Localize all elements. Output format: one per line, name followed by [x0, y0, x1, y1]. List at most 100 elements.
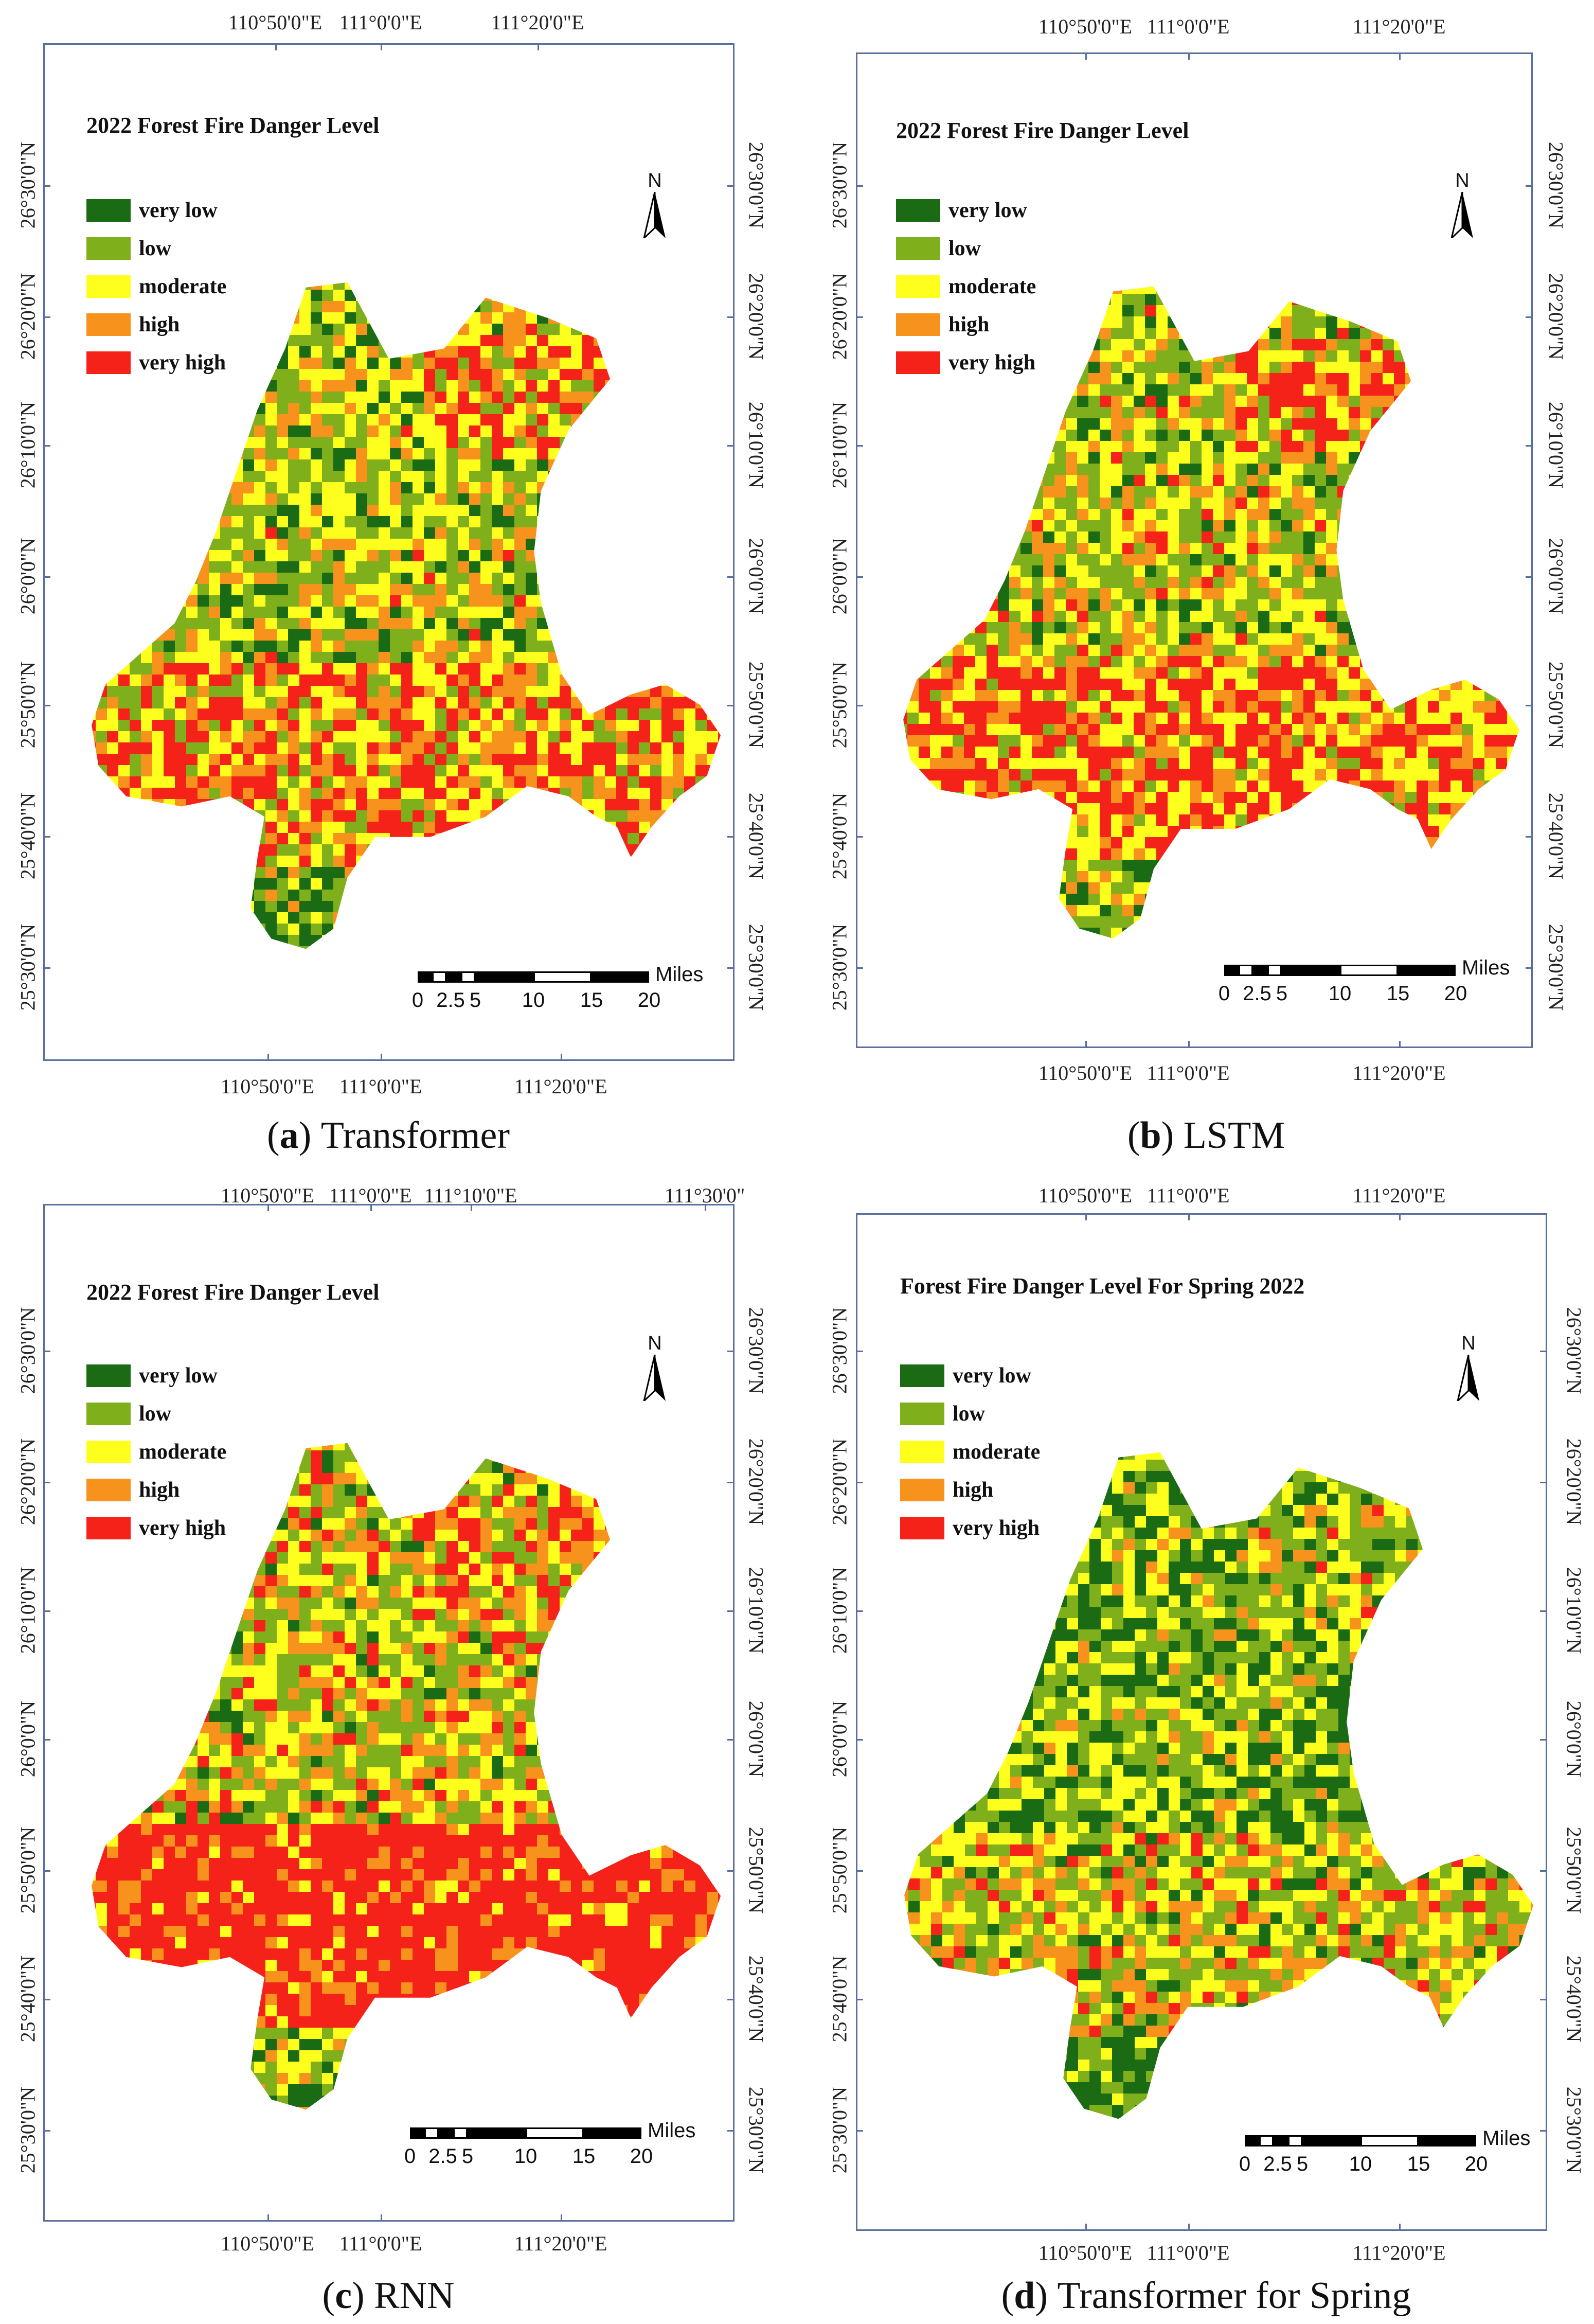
danger-cell [469, 901, 480, 912]
danger-cell [379, 595, 390, 607]
legend-swatch [86, 275, 131, 298]
danger-cell [345, 720, 356, 731]
danger-cell [1134, 475, 1145, 486]
danger-cell [548, 584, 560, 595]
danger-cell [503, 924, 514, 935]
danger-cell [1111, 271, 1122, 282]
danger-cell [288, 493, 299, 505]
danger-cell [673, 935, 684, 946]
danger-cell [480, 607, 492, 618]
danger-cell [401, 742, 413, 754]
danger-cell [930, 464, 941, 475]
danger-cell [975, 396, 987, 407]
danger-cell [367, 282, 379, 290]
danger-cell [1496, 286, 1507, 294]
danger-cell [1247, 384, 1258, 396]
danger-cell [288, 912, 299, 924]
danger-cell [1371, 373, 1383, 384]
danger-cell [673, 459, 684, 471]
danger-cell [413, 912, 424, 924]
danger-cell [424, 788, 435, 799]
danger-cell [130, 776, 141, 788]
lon-label-bottom: 110°50'0"E [220, 1075, 315, 1098]
danger-cell [1213, 430, 1224, 441]
danger-cell [1303, 418, 1315, 430]
danger-cell [1235, 350, 1247, 362]
danger-cell [1190, 430, 1202, 441]
danger-cell [639, 324, 650, 335]
danger-cell [1349, 407, 1360, 418]
danger-cell [941, 407, 953, 418]
danger-cell [1394, 441, 1405, 452]
danger-cell [650, 380, 661, 392]
danger-cell [435, 742, 446, 754]
danger-cell [311, 573, 322, 584]
danger-cell [209, 335, 220, 346]
danger-cell [480, 788, 492, 799]
danger-cell [1043, 373, 1054, 384]
danger-cell [661, 901, 673, 912]
danger-cell [265, 282, 277, 290]
danger-cell [718, 448, 721, 459]
danger-cell [1224, 498, 1235, 509]
danger-cell [288, 448, 299, 459]
danger-cell [92, 799, 96, 810]
danger-cell [480, 878, 492, 890]
danger-cell [367, 957, 379, 969]
danger-cell [526, 867, 537, 878]
danger-cell [537, 799, 548, 810]
danger-cell [243, 527, 254, 539]
danger-cell [707, 335, 718, 346]
danger-cell [322, 448, 333, 459]
danger-cell [175, 810, 186, 822]
danger-cell [695, 742, 707, 754]
danger-cell [141, 754, 152, 765]
danger-cell [254, 867, 265, 878]
danger-cell [435, 754, 446, 765]
danger-cell [707, 493, 718, 505]
danger-cell [1032, 339, 1043, 350]
danger-cell [424, 482, 435, 493]
danger-cell [903, 418, 907, 430]
danger-cell [1281, 384, 1292, 396]
danger-cell [379, 641, 390, 652]
danger-cell [560, 901, 571, 912]
danger-cell [503, 867, 514, 878]
danger-cell [175, 901, 186, 912]
danger-cell [152, 720, 164, 731]
danger-cell [164, 607, 175, 618]
danger-cell [1496, 407, 1507, 418]
danger-cell [673, 527, 684, 539]
danger-cell [1269, 520, 1281, 531]
danger-cell [413, 584, 424, 595]
danger-cell [718, 890, 721, 901]
danger-cell [1349, 294, 1360, 305]
danger-cell [198, 584, 209, 595]
danger-cell [616, 282, 628, 290]
danger-cell [107, 493, 118, 505]
danger-cell [130, 516, 141, 527]
danger-cell [288, 607, 299, 618]
danger-cell [198, 493, 209, 505]
danger-cell [616, 924, 628, 935]
danger-cell [1122, 498, 1134, 509]
danger-cell [707, 742, 718, 754]
danger-cell [356, 448, 367, 459]
danger-cell [458, 358, 469, 369]
danger-cell [118, 414, 130, 425]
danger-cell [1156, 441, 1168, 452]
danger-cell [695, 380, 707, 392]
danger-cell [661, 493, 673, 505]
danger-cell [220, 437, 231, 448]
danger-cell [152, 946, 164, 949]
danger-cell [311, 708, 322, 720]
danger-cell [96, 301, 107, 312]
danger-cell [277, 414, 288, 425]
danger-cell [1009, 441, 1020, 452]
danger-cell [1122, 452, 1134, 464]
danger-cell [311, 324, 322, 335]
danger-cell [288, 686, 299, 697]
danger-cell [311, 901, 322, 912]
danger-cell [401, 527, 413, 539]
danger-cell [480, 595, 492, 607]
